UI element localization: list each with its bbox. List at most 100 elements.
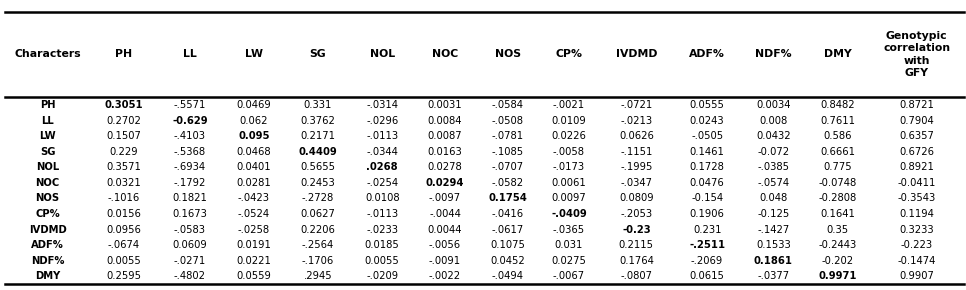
Text: -.0416: -.0416	[492, 209, 524, 219]
Text: -.1995: -.1995	[620, 162, 652, 172]
Text: 0.2453: 0.2453	[300, 178, 335, 188]
Text: -.0721: -.0721	[620, 100, 652, 110]
Text: 0.35: 0.35	[827, 225, 849, 235]
Text: -0.154: -0.154	[691, 193, 724, 204]
Text: -0.0748: -0.0748	[819, 178, 857, 188]
Text: 0.1728: 0.1728	[690, 162, 724, 172]
Text: IVDMD: IVDMD	[615, 49, 657, 59]
Text: -.1085: -.1085	[492, 147, 524, 157]
Text: -.0617: -.0617	[492, 225, 524, 235]
Text: 0.0555: 0.0555	[690, 100, 724, 110]
Text: CP%: CP%	[36, 209, 60, 219]
Text: .0268: .0268	[366, 162, 398, 172]
Text: 0.0278: 0.0278	[428, 162, 463, 172]
Text: -.0344: -.0344	[366, 147, 398, 157]
Text: -.0584: -.0584	[492, 100, 524, 110]
Text: 0.0221: 0.0221	[237, 256, 271, 266]
Text: 0.7904: 0.7904	[899, 115, 934, 126]
Text: -0.0411: -0.0411	[897, 178, 936, 188]
Text: 0.1533: 0.1533	[756, 240, 791, 250]
Text: 0.0294: 0.0294	[426, 178, 465, 188]
Text: -.2053: -.2053	[620, 209, 652, 219]
Text: PH: PH	[115, 49, 132, 59]
Text: 0.8921: 0.8921	[899, 162, 934, 172]
Text: -.0707: -.0707	[492, 162, 524, 172]
Text: -.0113: -.0113	[366, 131, 398, 141]
Text: -.0582: -.0582	[492, 178, 524, 188]
Text: 0.048: 0.048	[759, 193, 787, 204]
Text: -.0674: -.0674	[107, 240, 140, 250]
Text: -.0505: -.0505	[691, 131, 724, 141]
Text: 0.0226: 0.0226	[552, 131, 586, 141]
Text: -0.072: -0.072	[757, 147, 789, 157]
Text: -.0508: -.0508	[492, 115, 524, 126]
Text: 0.0055: 0.0055	[106, 256, 141, 266]
Text: 0.0031: 0.0031	[428, 100, 463, 110]
Text: SG: SG	[40, 147, 55, 157]
Text: -0.629: -0.629	[172, 115, 208, 126]
Text: -.0113: -.0113	[366, 209, 398, 219]
Text: -0.2443: -0.2443	[819, 240, 857, 250]
Text: -0.223: -0.223	[900, 240, 933, 250]
Text: 0.1754: 0.1754	[489, 193, 527, 204]
Text: 0.1906: 0.1906	[690, 209, 724, 219]
Text: DMY: DMY	[35, 271, 60, 281]
Text: 0.0055: 0.0055	[365, 256, 400, 266]
Text: -.4802: -.4802	[174, 271, 206, 281]
Text: 0.2206: 0.2206	[300, 225, 335, 235]
Text: 0.586: 0.586	[824, 131, 852, 141]
Text: -.0347: -.0347	[620, 178, 652, 188]
Text: -.1151: -.1151	[620, 147, 652, 157]
Text: LW: LW	[244, 49, 263, 59]
Text: 0.331: 0.331	[303, 100, 332, 110]
Text: -.0494: -.0494	[492, 271, 524, 281]
Text: -0.125: -0.125	[757, 209, 789, 219]
Text: ADF%: ADF%	[689, 49, 725, 59]
Text: 0.1821: 0.1821	[172, 193, 208, 204]
Text: -.0209: -.0209	[366, 271, 398, 281]
Text: -.0423: -.0423	[238, 193, 270, 204]
Text: 0.6726: 0.6726	[899, 147, 934, 157]
Text: -.2728: -.2728	[301, 193, 334, 204]
Text: -0.2808: -0.2808	[819, 193, 857, 204]
Text: -.2069: -.2069	[691, 256, 724, 266]
Text: Characters: Characters	[14, 49, 81, 59]
Text: IVDMD: IVDMD	[29, 225, 67, 235]
Text: -.0254: -.0254	[366, 178, 398, 188]
Text: Genotypic
correlation
with
GFY: Genotypic correlation with GFY	[883, 31, 951, 78]
Text: -.1792: -.1792	[174, 178, 206, 188]
Text: NOS: NOS	[495, 49, 521, 59]
Text: 0.2171: 0.2171	[300, 131, 335, 141]
Text: 0.3571: 0.3571	[106, 162, 141, 172]
Text: 0.0185: 0.0185	[365, 240, 400, 250]
Text: 0.1461: 0.1461	[690, 147, 724, 157]
Text: 0.0476: 0.0476	[690, 178, 724, 188]
Text: 0.0609: 0.0609	[173, 240, 207, 250]
Text: 0.095: 0.095	[238, 131, 270, 141]
Text: 0.0559: 0.0559	[237, 271, 271, 281]
Text: -.4103: -.4103	[174, 131, 206, 141]
Text: 0.1194: 0.1194	[899, 209, 934, 219]
Text: 0.1507: 0.1507	[106, 131, 141, 141]
Text: 0.8721: 0.8721	[899, 100, 934, 110]
Text: -.0296: -.0296	[366, 115, 398, 126]
Text: -.2564: -.2564	[301, 240, 334, 250]
Text: SG: SG	[309, 49, 327, 59]
Text: LW: LW	[40, 131, 56, 141]
Text: 0.2115: 0.2115	[619, 240, 654, 250]
Text: -.0056: -.0056	[429, 240, 461, 250]
Text: 0.0084: 0.0084	[428, 115, 463, 126]
Text: NOS: NOS	[36, 193, 60, 204]
Text: ADF%: ADF%	[31, 240, 64, 250]
Text: -.2511: -.2511	[689, 240, 725, 250]
Text: 0.0281: 0.0281	[237, 178, 271, 188]
Text: -.0409: -.0409	[551, 209, 586, 219]
Text: -.0173: -.0173	[553, 162, 585, 172]
Text: 0.0044: 0.0044	[428, 225, 463, 235]
Text: -.5368: -.5368	[174, 147, 206, 157]
Text: 0.0061: 0.0061	[552, 178, 586, 188]
Text: -.1706: -.1706	[301, 256, 334, 266]
Text: 0.9907: 0.9907	[899, 271, 934, 281]
Text: 0.7611: 0.7611	[820, 115, 855, 126]
Text: -.1427: -.1427	[757, 225, 789, 235]
